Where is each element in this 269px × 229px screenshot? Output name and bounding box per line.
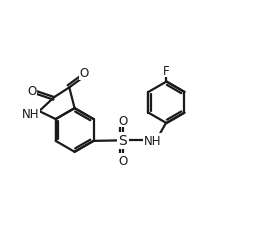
Text: O: O <box>80 67 89 80</box>
Text: S: S <box>118 134 127 148</box>
Text: O: O <box>118 154 128 167</box>
Text: F: F <box>163 65 170 77</box>
Text: O: O <box>27 85 37 98</box>
Text: NH: NH <box>22 108 40 121</box>
Text: NH: NH <box>144 134 161 147</box>
Text: O: O <box>118 114 128 127</box>
